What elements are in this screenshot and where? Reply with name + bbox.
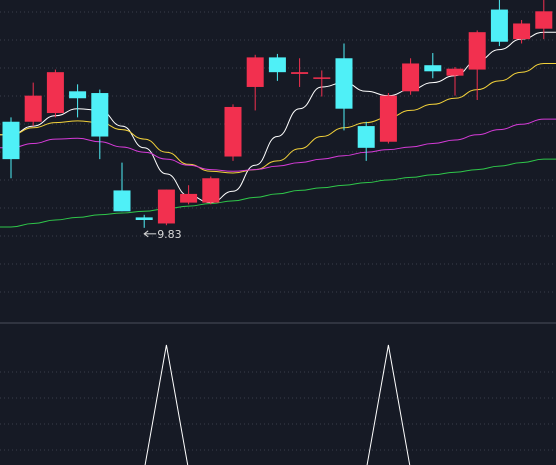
- candle-body-17: [379, 95, 397, 142]
- candle-14: [313, 70, 331, 97]
- candle-body-13: [291, 72, 309, 74]
- candle-body-1: [24, 95, 42, 122]
- candle-body-2: [46, 72, 64, 114]
- candle-13: [291, 58, 309, 87]
- candle-20: [446, 66, 464, 96]
- candle-7: [157, 189, 175, 226]
- low-price-label: 9.83: [157, 228, 182, 241]
- candle-body-20: [446, 68, 464, 76]
- candle-18: [402, 58, 420, 95]
- candle-body-8: [180, 193, 198, 203]
- candle-body-14: [313, 77, 331, 79]
- candle-23: [513, 20, 531, 44]
- candle-1: [24, 82, 42, 127]
- candle-11: [246, 54, 264, 111]
- candle-body-22: [490, 9, 508, 42]
- candle-body-12: [268, 57, 286, 73]
- candle-body-16: [357, 126, 375, 148]
- candle-22: [490, 0, 508, 47]
- candle-body-5: [113, 190, 131, 212]
- candle-19: [424, 53, 442, 79]
- low-arrow-head: [143, 230, 149, 238]
- candle-body-7: [157, 189, 175, 224]
- candle-body-6: [135, 217, 153, 220]
- candle-21: [468, 30, 486, 100]
- candles: [2, 0, 553, 228]
- annotations: 9.83: [143, 228, 182, 241]
- candle-2: [46, 69, 64, 118]
- candle-5: [113, 162, 131, 212]
- candle-15: [335, 43, 353, 131]
- candle-body-24: [535, 11, 553, 29]
- candle-0: [2, 117, 20, 179]
- candle-8: [180, 185, 198, 205]
- candle-3: [69, 84, 87, 118]
- candle-17: [379, 93, 397, 144]
- candle-9: [202, 176, 220, 205]
- candle-body-21: [468, 32, 486, 70]
- candle-body-19: [424, 65, 442, 72]
- candle-6: [135, 214, 153, 228]
- candle-body-10: [224, 106, 242, 157]
- candle-24: [535, 0, 553, 40]
- candle-12: [268, 53, 286, 81]
- moving-average-line-1: [0, 63, 556, 174]
- candle-body-9: [202, 178, 220, 203]
- candle-body-0: [2, 121, 20, 160]
- candle-body-11: [246, 57, 264, 87]
- candle-4: [91, 89, 109, 160]
- candle-body-3: [69, 91, 87, 99]
- candle-16: [357, 121, 375, 161]
- moving-average-line-3: [0, 158, 556, 228]
- candle-10: [224, 104, 242, 161]
- candle-body-18: [402, 63, 420, 92]
- candle-body-15: [335, 58, 353, 109]
- candle-body-4: [91, 93, 109, 137]
- moving-average-line-2: [0, 118, 556, 172]
- candle-body-23: [513, 23, 531, 40]
